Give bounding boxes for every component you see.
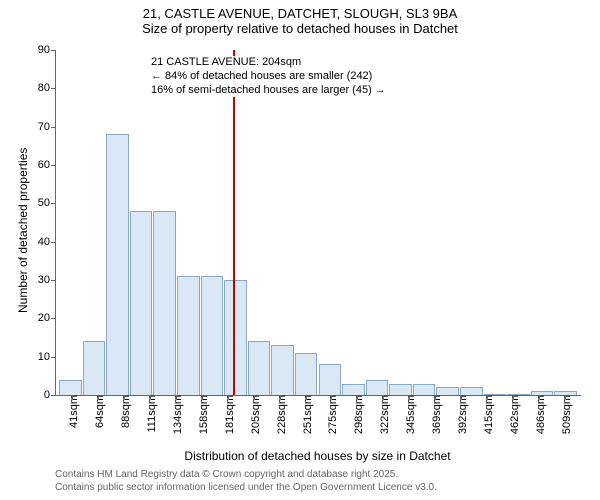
- y-tick-mark: [51, 357, 56, 358]
- annotation-box: 21 CASTLE AVENUE: 204sqm← 84% of detache…: [151, 56, 386, 97]
- x-tick-label: 392sqm: [453, 395, 469, 434]
- x-tick-mark: [306, 395, 307, 400]
- chart-title-line1: 21, CASTLE AVENUE, DATCHET, SLOUGH, SL3 …: [0, 6, 600, 21]
- x-tick-mark: [202, 395, 203, 400]
- histogram-bar: [106, 134, 129, 395]
- histogram-bar: [413, 384, 436, 396]
- x-tick-mark: [98, 395, 99, 400]
- x-tick-mark: [487, 395, 488, 400]
- x-tick-mark: [280, 395, 281, 400]
- x-tick-mark: [124, 395, 125, 400]
- x-tick-label: 322sqm: [375, 395, 391, 434]
- x-tick-label: 134sqm: [168, 395, 184, 434]
- y-tick-mark: [51, 280, 56, 281]
- x-tick-mark: [150, 395, 151, 400]
- x-tick-label: 275sqm: [323, 395, 339, 434]
- x-tick-mark: [383, 395, 384, 400]
- x-tick-mark: [228, 395, 229, 400]
- x-tick-label: 462sqm: [505, 395, 521, 434]
- x-tick-label: 415sqm: [479, 395, 495, 434]
- x-tick-label: 228sqm: [272, 395, 288, 434]
- x-tick-label: 486sqm: [531, 395, 547, 434]
- x-tick-mark: [176, 395, 177, 400]
- plot-area: 010203040506070809041sqm64sqm88sqm111sqm…: [55, 50, 581, 396]
- x-tick-label: 205sqm: [246, 395, 262, 434]
- histogram-bar: [59, 380, 82, 395]
- histogram-bar: [248, 341, 271, 395]
- y-axis-label: Number of detached properties: [16, 301, 30, 313]
- x-axis-label: Distribution of detached houses by size …: [55, 449, 580, 463]
- x-tick-label: 158sqm: [194, 395, 210, 434]
- x-tick-mark: [357, 395, 358, 400]
- x-tick-mark: [72, 395, 73, 400]
- histogram-bar: [83, 341, 106, 395]
- histogram-bar: [366, 380, 389, 395]
- histogram-bar: [460, 387, 483, 395]
- histogram-bar: [342, 384, 365, 396]
- histogram-bar: [271, 345, 294, 395]
- x-tick-label: 111sqm: [142, 395, 158, 433]
- x-tick-mark: [331, 395, 332, 400]
- x-tick-mark: [565, 395, 566, 400]
- y-tick-mark: [51, 127, 56, 128]
- x-tick-label: 181sqm: [220, 395, 236, 434]
- y-tick-mark: [51, 50, 56, 51]
- histogram-bar: [153, 211, 176, 395]
- x-tick-label: 298sqm: [349, 395, 365, 434]
- annotation-line3: 16% of semi-detached houses are larger (…: [151, 84, 386, 98]
- y-tick-mark: [51, 242, 56, 243]
- histogram-bar: [177, 276, 200, 395]
- x-tick-label: 509sqm: [557, 395, 573, 434]
- x-tick-mark: [435, 395, 436, 400]
- x-tick-mark: [539, 395, 540, 400]
- x-tick-mark: [254, 395, 255, 400]
- chart-container: 21, CASTLE AVENUE, DATCHET, SLOUGH, SL3 …: [0, 0, 600, 500]
- x-tick-label: 345sqm: [401, 395, 417, 434]
- histogram-bar: [295, 353, 318, 395]
- annotation-line1: 21 CASTLE AVENUE: 204sqm: [151, 56, 386, 70]
- y-tick-mark: [51, 395, 56, 396]
- x-tick-mark: [461, 395, 462, 400]
- histogram-bar: [389, 384, 412, 396]
- histogram-bar: [319, 364, 342, 395]
- histogram-bar: [201, 276, 224, 395]
- annotation-line2: ← 84% of detached houses are smaller (24…: [151, 70, 386, 84]
- x-tick-label: 251sqm: [298, 395, 314, 434]
- footer-line2: Contains public sector information licen…: [55, 482, 437, 495]
- histogram-bar: [130, 211, 153, 395]
- histogram-bar: [224, 280, 247, 395]
- x-tick-mark: [513, 395, 514, 400]
- footer-line1: Contains HM Land Registry data © Crown c…: [55, 469, 437, 482]
- reference-marker-line: [233, 50, 235, 395]
- y-tick-mark: [51, 318, 56, 319]
- y-tick-mark: [51, 88, 56, 89]
- histogram-bar: [436, 387, 459, 395]
- y-tick-mark: [51, 165, 56, 166]
- footer-credits: Contains HM Land Registry data © Crown c…: [55, 469, 437, 494]
- y-tick-mark: [51, 203, 56, 204]
- x-tick-label: 369sqm: [427, 395, 443, 434]
- chart-title-line2: Size of property relative to detached ho…: [0, 21, 600, 36]
- x-tick-mark: [409, 395, 410, 400]
